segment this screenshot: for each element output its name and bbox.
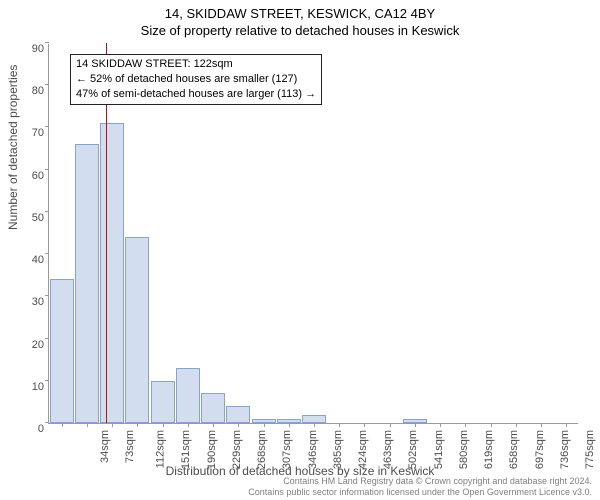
- chart-area: 010203040506070809034sqm73sqm112sqm151sq…: [48, 44, 578, 424]
- y-tick-label: 50: [20, 212, 44, 224]
- chart-title-sub: Size of property relative to detached ho…: [0, 21, 600, 38]
- x-tick-mark: [314, 423, 315, 427]
- x-tick-mark: [163, 423, 164, 427]
- annotation-line3: 47% of semi-detached houses are larger (…: [76, 87, 316, 102]
- x-tick-mark: [415, 423, 416, 427]
- histogram-bar: [100, 123, 124, 423]
- annotation-line1: 14 SKIDDAW STREET: 122sqm: [76, 57, 316, 72]
- histogram-bar: [226, 406, 250, 423]
- y-tick-mark: [45, 338, 49, 339]
- y-tick-mark: [45, 42, 49, 43]
- x-tick-mark: [390, 423, 391, 427]
- y-tick-mark: [45, 84, 49, 85]
- y-tick-label: 60: [20, 170, 44, 182]
- x-tick-mark: [516, 423, 517, 427]
- y-tick-mark: [45, 126, 49, 127]
- y-tick-mark: [45, 380, 49, 381]
- y-tick-label: 20: [20, 339, 44, 351]
- x-tick-mark: [137, 423, 138, 427]
- histogram-bar: [302, 415, 326, 423]
- x-tick-label: 73sqm: [124, 430, 136, 463]
- x-tick-label: 112sqm: [154, 430, 166, 468]
- y-tick-label: 0: [20, 423, 44, 435]
- x-tick-mark: [541, 423, 542, 427]
- histogram-bar: [50, 279, 74, 423]
- y-tick-mark: [45, 253, 49, 254]
- x-tick-mark: [62, 423, 63, 427]
- y-tick-label: 70: [20, 127, 44, 139]
- chart-title-main: 14, SKIDDAW STREET, KESWICK, CA12 4BY: [0, 0, 600, 21]
- x-tick-mark: [339, 423, 340, 427]
- x-tick-mark: [188, 423, 189, 427]
- y-tick-mark: [45, 422, 49, 423]
- y-tick-label: 80: [20, 85, 44, 97]
- x-tick-mark: [440, 423, 441, 427]
- x-tick-label: 34sqm: [99, 430, 111, 463]
- x-tick-mark: [491, 423, 492, 427]
- y-axis-label: Number of detached properties: [6, 65, 20, 230]
- histogram-bar: [151, 381, 175, 423]
- y-tick-label: 90: [20, 43, 44, 55]
- y-tick-mark: [45, 169, 49, 170]
- y-tick-mark: [45, 211, 49, 212]
- y-tick-mark: [45, 295, 49, 296]
- x-tick-mark: [566, 423, 567, 427]
- footer-line2: Contains public sector information licen…: [248, 487, 592, 498]
- y-tick-label: 40: [20, 254, 44, 266]
- annotation-box: 14 SKIDDAW STREET: 122sqm ← 52% of detac…: [70, 54, 322, 105]
- y-tick-label: 10: [20, 381, 44, 393]
- histogram-bar: [176, 368, 200, 423]
- histogram-bar: [75, 144, 99, 423]
- histogram-bar: [201, 393, 225, 423]
- x-tick-mark: [289, 423, 290, 427]
- y-tick-label: 30: [20, 296, 44, 308]
- footer-line1: Contains HM Land Registry data © Crown c…: [248, 476, 592, 487]
- annotation-line2: ← 52% of detached houses are smaller (12…: [76, 72, 316, 87]
- x-tick-mark: [465, 423, 466, 427]
- histogram-bar: [125, 237, 149, 423]
- x-tick-mark: [364, 423, 365, 427]
- footer-attribution: Contains HM Land Registry data © Crown c…: [248, 476, 592, 498]
- x-tick-mark: [213, 423, 214, 427]
- x-tick-mark: [264, 423, 265, 427]
- x-tick-mark: [238, 423, 239, 427]
- x-tick-mark: [87, 423, 88, 427]
- x-tick-mark: [112, 423, 113, 427]
